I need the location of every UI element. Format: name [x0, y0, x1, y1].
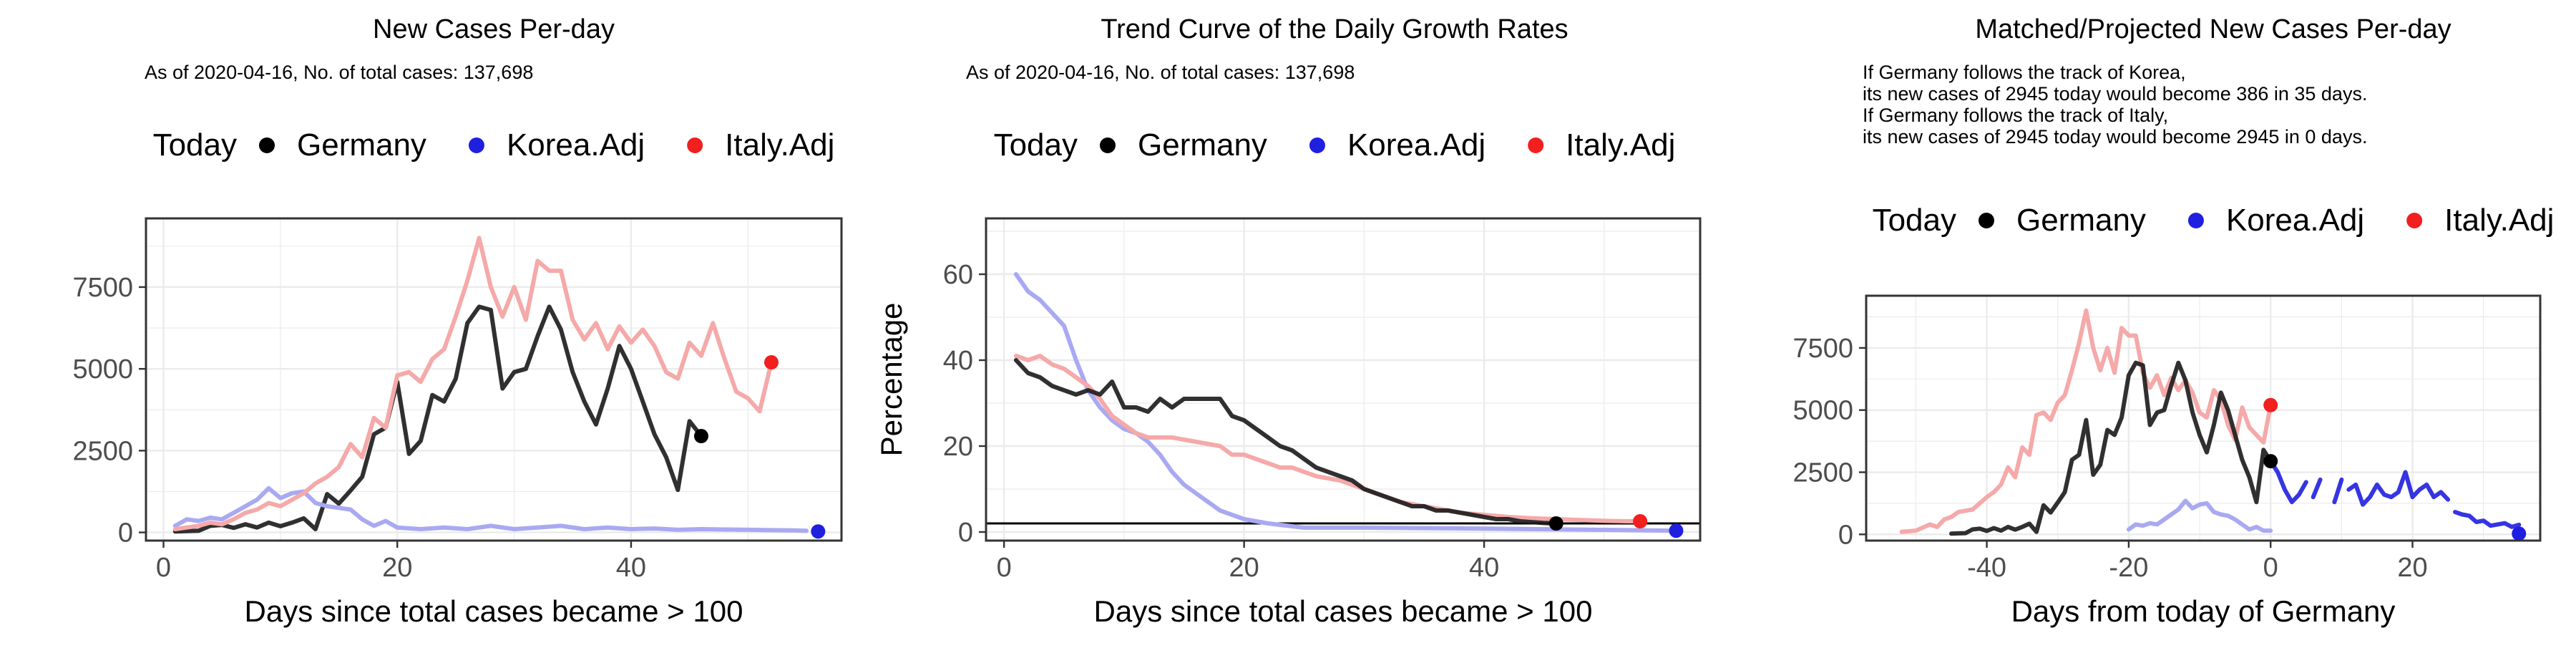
y-tick-label: 0	[1838, 520, 1853, 550]
series-line-korea-adj	[2332, 477, 2344, 505]
legend-label: Korea.Adj	[2226, 203, 2364, 238]
today-point-korea-adj	[1669, 523, 1684, 538]
plot-border	[145, 217, 843, 542]
chart-title: Matched/Projected New Cases Per-day	[1975, 14, 2451, 44]
chart-subtitle: As of 2020-04-16, No. of total cases: 13…	[966, 62, 1355, 83]
chart-subtitle-line: its new cases of 2945 today would become…	[1863, 83, 2367, 105]
series-line-korea-adj	[2311, 477, 2323, 500]
grid-lines	[986, 218, 1700, 541]
grid-lines	[146, 218, 841, 541]
y-tick-label: 5000	[72, 354, 133, 385]
series-line-germany	[1013, 358, 1558, 526]
legend-marker	[1099, 137, 1116, 153]
x-axis-label: Days since total cases became > 100	[245, 594, 743, 628]
x-tick-label: 20	[2397, 553, 2427, 583]
legend-label: Italy.Adj	[2444, 203, 2554, 238]
legend-label: Germany	[1138, 127, 1267, 163]
x-axis-label: Days from today of Germany	[2011, 594, 2396, 628]
plot-border	[985, 217, 1702, 542]
chart-legend: Today Germany Korea.Adj Italy.Adj	[153, 127, 835, 163]
y-tick-label: 7500	[72, 273, 133, 303]
chart-2: Trend Curve of the Daily Growth Rates As …	[874, 14, 1702, 628]
y-tick-label: 2500	[72, 436, 133, 466]
series-line-korea-adj	[2268, 459, 2308, 505]
x-tick-label: -20	[2109, 553, 2148, 583]
series-line-korea-adj	[1013, 272, 1679, 533]
legend-label: Korea.Adj	[507, 127, 645, 163]
x-axis-label: Days since total cases became > 100	[1094, 594, 1593, 628]
y-tick-label: 2500	[1792, 458, 1853, 488]
legend-label: Italy.Adj	[1566, 127, 1675, 163]
axis-ticks: 0 20 40 0 2500 5000 7500	[72, 273, 646, 583]
series-line-germany	[1949, 360, 2273, 536]
chart-3: Matched/Projected New Cases Per-day If Ge…	[1792, 14, 2554, 628]
x-tick-label: 20	[382, 553, 412, 583]
chart-subtitle-line: If Germany follows the track of Italy,	[1863, 105, 2168, 126]
y-tick-label: 60	[943, 260, 973, 290]
plot-panel	[146, 218, 841, 541]
legend-marker	[258, 137, 275, 153]
series-line-italy-adj	[172, 236, 774, 531]
chart-1: New Cases Per-day As of 2020-04-16, No. o…	[72, 14, 843, 628]
x-tick-label: 40	[1469, 553, 1499, 583]
series-line-korea-adj	[2346, 470, 2451, 507]
x-tick-label: 0	[997, 553, 1012, 583]
y-tick-label: 5000	[1792, 396, 1853, 426]
plot-border	[1865, 294, 2542, 542]
legend-label: Italy.Adj	[725, 127, 834, 163]
grid-lines	[1866, 296, 2540, 541]
legend-marker	[1978, 213, 1994, 228]
legend-label: Germany	[297, 127, 426, 163]
y-axis-label: Percentage	[874, 303, 908, 457]
legend-title: Today	[1873, 203, 1956, 238]
today-point-italy-adj	[1633, 514, 1648, 528]
x-tick-label: -40	[1967, 553, 2006, 583]
legend-marker	[1528, 137, 1544, 153]
legend-title: Today	[153, 127, 237, 163]
y-tick-label: 40	[943, 346, 973, 376]
legend-marker	[2406, 213, 2423, 228]
today-point-germany	[1548, 516, 1563, 531]
series-line-italy-adj	[1899, 308, 2273, 534]
series-line-korea-adj	[172, 485, 809, 533]
legend-label: Germany	[2016, 203, 2146, 238]
legend-title: Today	[994, 127, 1078, 163]
series-line-germany	[172, 304, 703, 534]
today-point-germany	[2263, 454, 2278, 469]
x-tick-label: 0	[156, 553, 171, 583]
chart-subtitle: As of 2020-04-16, No. of total cases: 13…	[145, 62, 533, 83]
y-tick-label: 20	[943, 432, 973, 462]
chart-title: New Cases Per-day	[373, 14, 615, 44]
today-point-italy-adj	[763, 355, 779, 370]
series-line-korea-adj	[2126, 498, 2273, 533]
x-tick-label: 40	[616, 553, 646, 583]
y-tick-label: 7500	[1792, 334, 1853, 364]
y-tick-label: 0	[958, 518, 973, 548]
today-point-italy-adj	[2263, 397, 2278, 412]
chart-subtitle-line: its new cases of 2945 today would become…	[1863, 126, 2367, 148]
chart-title: Trend Curve of the Daily Growth Rates	[1101, 14, 1568, 44]
plot-panel	[1866, 296, 2540, 541]
x-tick-label: 0	[2263, 553, 2278, 583]
x-tick-label: 20	[1229, 553, 1259, 583]
today-point-korea-adj	[811, 524, 826, 539]
legend-marker	[1309, 137, 1325, 153]
series-line-korea-adj	[2453, 510, 2522, 529]
legend-marker	[468, 137, 484, 153]
y-tick-label: 0	[118, 518, 133, 548]
today-point-korea-adj	[2512, 526, 2527, 541]
chart-legend: Today Germany Korea.Adj Italy.Adj	[994, 127, 1676, 163]
today-point-germany	[693, 429, 708, 444]
legend-marker	[2187, 213, 2204, 228]
legend-marker	[687, 137, 703, 153]
legend-label: Korea.Adj	[1347, 127, 1485, 163]
chart-legend: Today Germany Korea.Adj Italy.Adj	[1873, 203, 2555, 238]
axis-ticks: -40 -20 0 20 0 2500 5000 7500	[1792, 334, 2427, 583]
chart-subtitle-line: If Germany follows the track of Korea,	[1863, 62, 2186, 83]
plot-panel	[986, 218, 1700, 541]
axis-ticks: 0 20 40 0 20 40 60	[943, 260, 1500, 583]
